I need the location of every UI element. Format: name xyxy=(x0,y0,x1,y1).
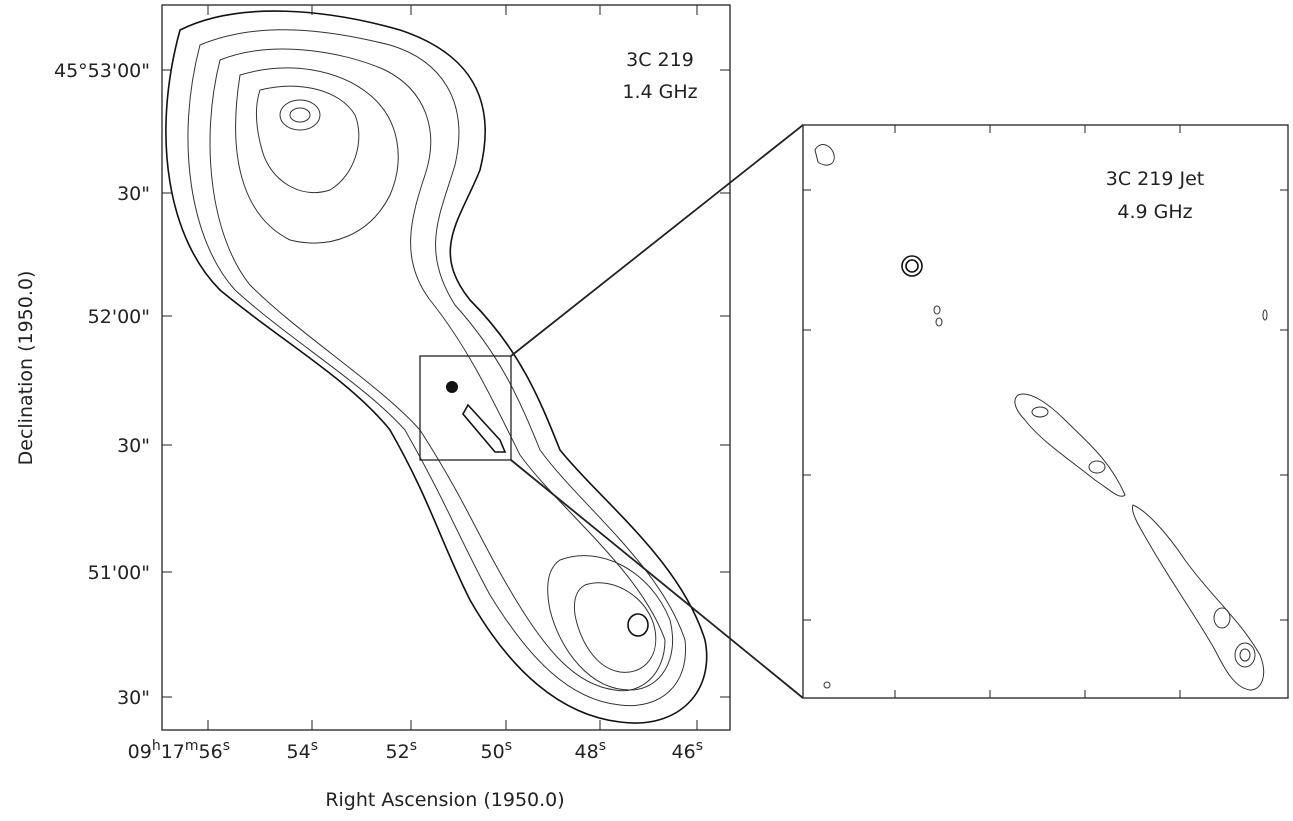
tick-part: h xyxy=(152,738,161,754)
left-contours xyxy=(166,11,707,723)
tick-part: s xyxy=(696,738,703,754)
y-tick-label: 45°53'00" xyxy=(54,60,150,82)
y-axis-label: Declination (1950.0) xyxy=(15,271,37,466)
figure: 3C 219 1.4 GHz 3C 219 Jet 4.9 GHz Declin… xyxy=(0,0,1293,817)
x-tick-label: 48s xyxy=(575,738,606,763)
tick-part: s xyxy=(599,738,606,754)
tick-part: s xyxy=(410,738,417,754)
x-tick-label: 54s xyxy=(287,738,318,763)
x-tick-label: 50s xyxy=(481,738,512,763)
x-tick-label: 52s xyxy=(386,738,417,763)
y-tick-label: 30" xyxy=(117,435,150,457)
panel-title: 3C 219 Jet xyxy=(1106,168,1204,190)
x-tick-label: 09h17m56s xyxy=(128,738,230,763)
tick-part: 17 xyxy=(161,741,185,763)
tick-part: s xyxy=(505,738,512,754)
x-tick-label: 46s xyxy=(672,738,703,763)
tick-part: 48 xyxy=(575,741,599,763)
tick-part: s xyxy=(223,738,230,754)
x-axis-label: Right Ascension (1950.0) xyxy=(325,789,564,811)
connector xyxy=(511,125,803,356)
tick-part: 09 xyxy=(128,741,152,763)
y-tick-label: 30" xyxy=(117,183,150,205)
y-tick-label: 30" xyxy=(117,687,150,709)
panel-frequency: 4.9 GHz xyxy=(1117,201,1192,223)
tick-part: 46 xyxy=(672,741,696,763)
tick-part: 52 xyxy=(386,741,410,763)
panel-frequency: 1.4 GHz xyxy=(622,81,697,103)
y-tick-label: 51'00" xyxy=(88,562,150,584)
tick-part: 50 xyxy=(481,741,505,763)
tick-part: 54 xyxy=(287,741,311,763)
panel-title: 3C 219 xyxy=(626,49,694,71)
tick-part: 56 xyxy=(199,741,223,763)
connector xyxy=(511,460,803,698)
y-tick-label: 52'00" xyxy=(88,306,150,328)
tick-part: s xyxy=(311,738,318,754)
left-frame xyxy=(162,5,730,730)
tick-part: m xyxy=(185,738,199,754)
